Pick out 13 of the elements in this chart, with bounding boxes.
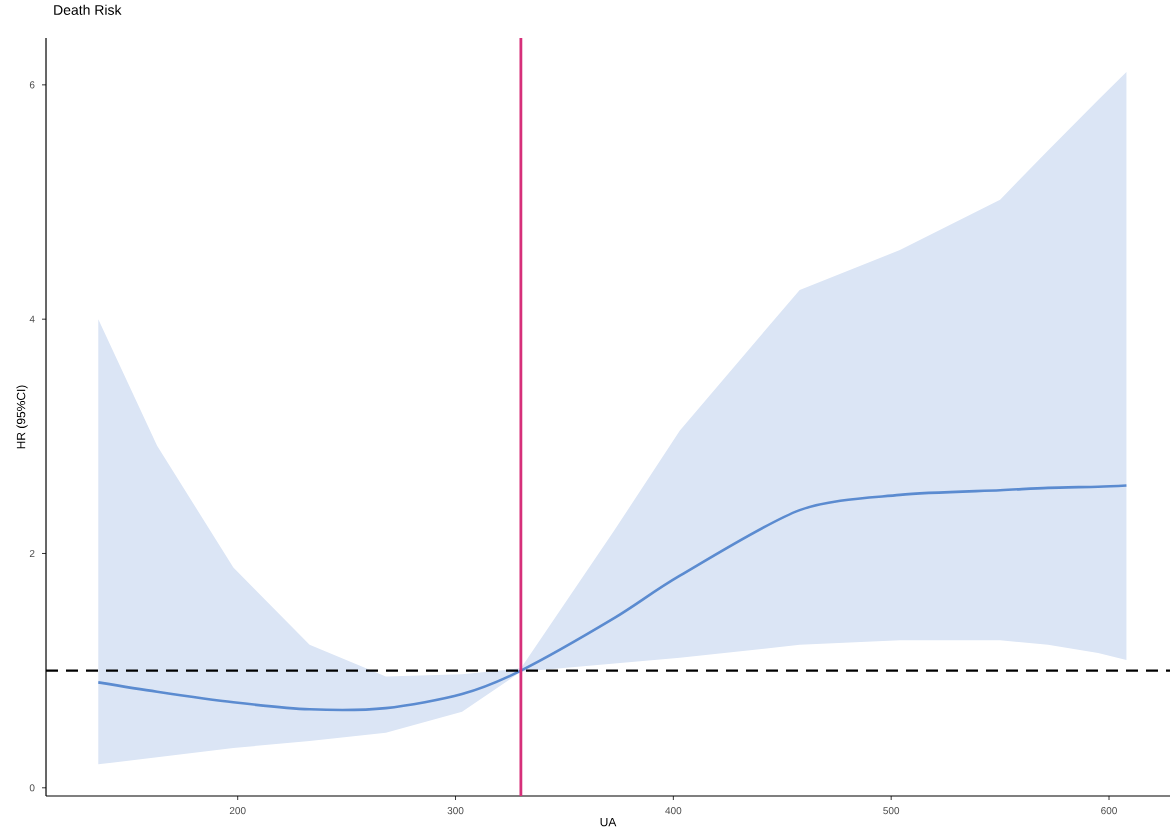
x-tick-label: 300 — [447, 807, 464, 815]
x-tick-label: 500 — [883, 807, 900, 815]
y-tick-label: 0 — [29, 784, 35, 792]
x-tick-label: 400 — [665, 807, 682, 815]
y-axis-title: HR (95%CI) — [16, 385, 28, 449]
x-tick-label: 600 — [1101, 807, 1117, 815]
chart-title: Death Risk — [54, 4, 122, 15]
line-series — [96, 484, 1128, 712]
x-axis-title: UA — [600, 817, 617, 827]
y-tick-label: 4 — [29, 315, 35, 323]
x-tick-label: 200 — [229, 807, 246, 815]
y-tick-label: 6 — [29, 81, 35, 89]
y-tick-label: 2 — [29, 549, 35, 557]
